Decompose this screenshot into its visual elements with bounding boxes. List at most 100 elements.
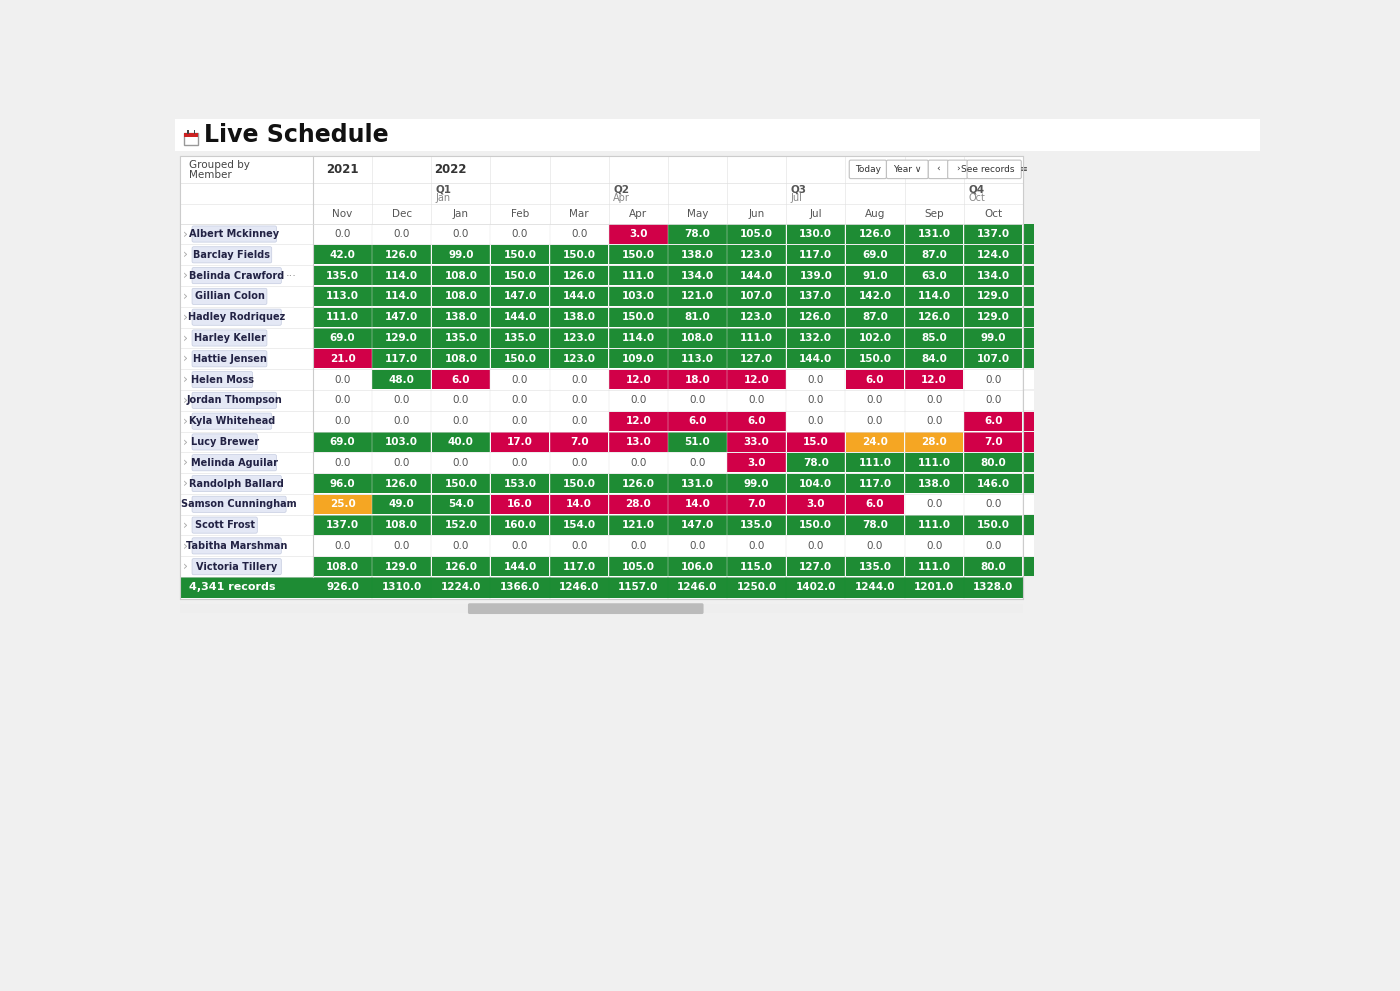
- Text: 150.0: 150.0: [563, 250, 595, 260]
- Text: 107.0: 107.0: [741, 291, 773, 301]
- Bar: [904, 432, 963, 452]
- Bar: [668, 474, 727, 494]
- Text: Jordan Thompson: Jordan Thompson: [186, 395, 283, 405]
- Text: 0.0: 0.0: [986, 395, 1001, 405]
- Bar: [846, 557, 904, 577]
- Text: Member: Member: [189, 170, 231, 180]
- Text: 0.0: 0.0: [335, 395, 351, 405]
- Bar: [904, 474, 963, 494]
- Text: 147.0: 147.0: [385, 312, 419, 322]
- Bar: [668, 224, 727, 244]
- Text: Mar: Mar: [570, 209, 589, 219]
- Text: Sep: Sep: [924, 209, 944, 219]
- Bar: [609, 515, 668, 535]
- Text: 12.0: 12.0: [743, 375, 770, 385]
- Text: 150.0: 150.0: [504, 250, 536, 260]
- Text: 123.0: 123.0: [563, 333, 595, 343]
- Bar: [550, 245, 609, 265]
- Bar: [179, 514, 1023, 535]
- FancyBboxPatch shape: [192, 559, 281, 575]
- Text: 4,341 records: 4,341 records: [189, 583, 276, 593]
- Text: 126.0: 126.0: [799, 312, 832, 322]
- Text: 127.0: 127.0: [741, 354, 773, 364]
- Bar: [965, 307, 1022, 327]
- Text: Live Schedule: Live Schedule: [204, 123, 389, 147]
- FancyBboxPatch shape: [192, 496, 286, 512]
- Text: 117.0: 117.0: [799, 250, 833, 260]
- Text: 102.0: 102.0: [858, 333, 892, 343]
- Text: 111.0: 111.0: [858, 458, 892, 468]
- Text: Oct: Oct: [969, 193, 986, 203]
- Bar: [314, 515, 372, 535]
- Bar: [372, 515, 431, 535]
- Text: 150.0: 150.0: [799, 520, 832, 530]
- Text: 1201.0: 1201.0: [914, 583, 955, 593]
- Bar: [846, 474, 904, 494]
- Bar: [179, 156, 1023, 600]
- Bar: [728, 286, 785, 306]
- Text: 129.0: 129.0: [977, 291, 1009, 301]
- Bar: [179, 224, 1023, 245]
- Text: 0.0: 0.0: [571, 458, 588, 468]
- Text: ›: ›: [183, 414, 189, 428]
- Text: 28.0: 28.0: [921, 437, 946, 447]
- Bar: [668, 286, 727, 306]
- Text: 114.0: 114.0: [917, 291, 951, 301]
- Text: See records  ≡: See records ≡: [960, 165, 1028, 173]
- Text: 135.0: 135.0: [858, 562, 892, 572]
- FancyBboxPatch shape: [948, 161, 967, 178]
- Bar: [314, 266, 372, 285]
- Bar: [431, 432, 490, 452]
- Text: 0.0: 0.0: [512, 395, 528, 405]
- Text: 150.0: 150.0: [977, 520, 1009, 530]
- Bar: [175, 119, 1260, 152]
- Bar: [668, 266, 727, 285]
- Text: 0.0: 0.0: [689, 395, 706, 405]
- Text: 0.0: 0.0: [925, 541, 942, 551]
- Text: 126.0: 126.0: [385, 479, 419, 489]
- Text: ›: ›: [183, 249, 189, 262]
- Text: 0.0: 0.0: [512, 458, 528, 468]
- Text: 21.0: 21.0: [329, 354, 356, 364]
- Bar: [179, 266, 1023, 286]
- Bar: [1023, 557, 1033, 577]
- Bar: [179, 431, 1023, 452]
- Bar: [491, 474, 549, 494]
- Text: 0.0: 0.0: [808, 416, 825, 426]
- Bar: [965, 286, 1022, 306]
- Bar: [965, 349, 1022, 369]
- Text: 0.0: 0.0: [925, 499, 942, 509]
- Text: 78.0: 78.0: [862, 520, 888, 530]
- Bar: [728, 515, 785, 535]
- Bar: [372, 349, 431, 369]
- Text: 107.0: 107.0: [977, 354, 1009, 364]
- Bar: [728, 557, 785, 577]
- Bar: [314, 349, 372, 369]
- Bar: [965, 474, 1022, 494]
- Text: 80.0: 80.0: [980, 562, 1007, 572]
- Text: 104.0: 104.0: [799, 479, 833, 489]
- Text: 63.0: 63.0: [921, 271, 946, 280]
- Bar: [787, 328, 846, 348]
- Text: 0.0: 0.0: [571, 395, 588, 405]
- Bar: [314, 557, 372, 577]
- Bar: [372, 495, 431, 514]
- Bar: [179, 245, 1023, 266]
- Text: 18.0: 18.0: [685, 375, 710, 385]
- Text: 13.0: 13.0: [626, 437, 651, 447]
- Text: 6.0: 6.0: [689, 416, 707, 426]
- Bar: [179, 204, 1023, 224]
- Bar: [787, 266, 846, 285]
- Bar: [728, 224, 785, 244]
- Text: 6.0: 6.0: [452, 375, 470, 385]
- Bar: [965, 411, 1022, 431]
- Text: Jun: Jun: [749, 209, 764, 219]
- Bar: [728, 495, 785, 514]
- Text: 108.0: 108.0: [385, 520, 419, 530]
- Bar: [431, 474, 490, 494]
- Text: 0.0: 0.0: [749, 541, 764, 551]
- Bar: [609, 411, 668, 431]
- Text: 150.0: 150.0: [444, 479, 477, 489]
- Text: 0.0: 0.0: [452, 458, 469, 468]
- Bar: [550, 266, 609, 285]
